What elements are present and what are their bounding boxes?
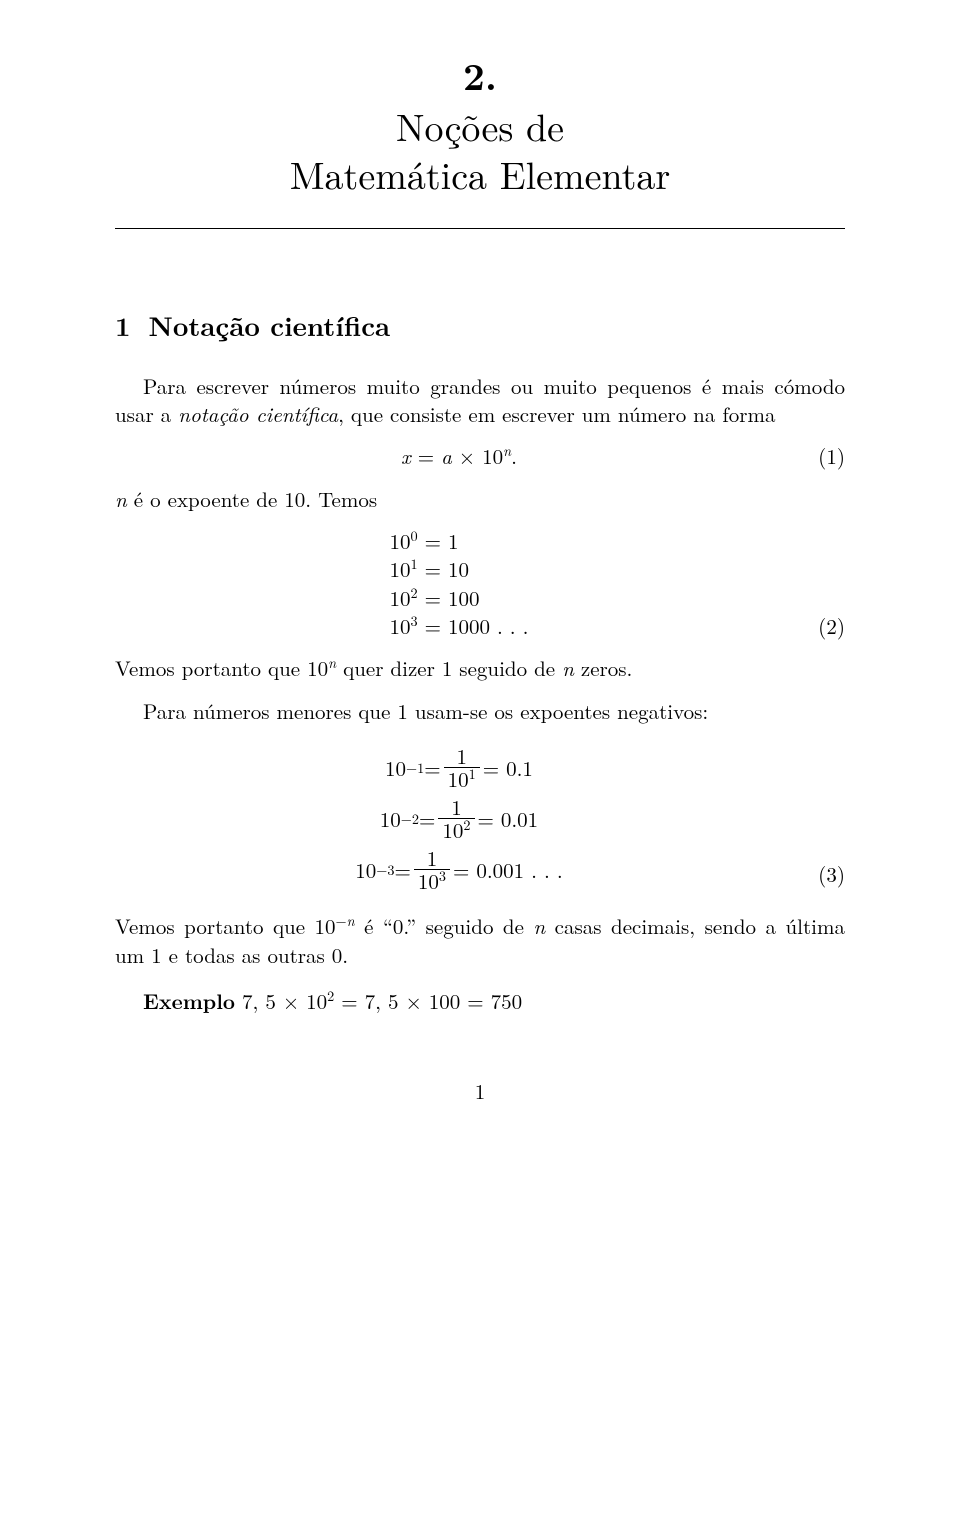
math-op: = <box>424 754 440 782</box>
math-text: 10 <box>418 866 439 896</box>
fraction: 1 101 <box>444 745 480 790</box>
math-text: 10 <box>390 611 411 641</box>
text: é o expoente de 10. Temos <box>127 484 377 514</box>
paragraph: Vemos portanto que 10n quer dizer 1 segu… <box>115 654 845 682</box>
equation-tag: (2) <box>803 612 845 640</box>
math-text: 10 <box>390 583 411 613</box>
math-var: x <box>401 441 411 471</box>
text: quer dizer 1 seguido de <box>336 653 562 683</box>
paragraph: n é o expoente de 10. Temos <box>115 485 845 513</box>
equation-line: 102 = 100 <box>390 584 529 612</box>
page-number: 1 <box>115 1077 845 1105</box>
equation-tag: (1) <box>803 442 845 470</box>
math-exp: 3 <box>411 611 418 631</box>
math-text: 10 <box>390 526 411 556</box>
math-text: 10 <box>390 554 411 584</box>
equation-body: x = a × 10n. <box>115 442 803 470</box>
math-text: 10 <box>442 815 463 845</box>
chapter-number: 2. <box>115 50 845 101</box>
math-op: = <box>419 805 435 833</box>
section-heading: 1 Notação científica <box>115 307 845 343</box>
example-label: Exemplo <box>143 986 235 1016</box>
equation: x = a × 10n. (1) <box>115 442 845 470</box>
paragraph: Para escrever números muito grandes ou m… <box>115 372 845 429</box>
equation-line: 10−2 = 1 102 = 0.01 <box>355 796 562 841</box>
paragraph: Vemos portanto que 10−n é “0.” seguido d… <box>115 912 845 969</box>
math-exp: 2 <box>411 583 418 603</box>
math-exp: 1 <box>469 764 476 784</box>
text: Vemos portanto que 10 <box>115 911 336 941</box>
math-text: = 0.001 . . . <box>453 856 563 884</box>
equation-line: 101 = 10 <box>390 555 529 583</box>
math-op: = <box>411 441 441 471</box>
text: é “0.” seguido de <box>355 911 534 941</box>
math-text: . <box>511 441 517 471</box>
math-text: = 10 <box>418 554 469 584</box>
math-exp: 1 <box>411 554 418 574</box>
math-text: 7, 5 × 10 <box>235 986 327 1016</box>
section-number: 1 <box>115 307 131 343</box>
math-text: = 0.1 <box>483 754 533 782</box>
math-var: n <box>347 911 355 931</box>
title-rule <box>115 228 845 229</box>
section-title: Notação científica <box>149 305 391 344</box>
math-exp: n <box>503 441 511 461</box>
chapter-title: Noções de Matemática Elementar <box>115 103 845 198</box>
fraction-den: 103 <box>414 869 450 892</box>
math-text: 10 <box>380 805 401 833</box>
math-exp: 2 <box>463 815 470 835</box>
math-op: = <box>395 856 411 884</box>
equation-line: 100 = 1 <box>390 527 529 555</box>
math-var: a <box>441 441 452 471</box>
fraction-den: 102 <box>438 818 474 841</box>
math-exp: −n <box>336 911 355 931</box>
math-text: − <box>336 911 347 931</box>
math-text: = 1 <box>418 526 459 556</box>
fraction: 1 102 <box>438 796 474 841</box>
fraction: 1 103 <box>414 847 450 892</box>
fraction-den: 101 <box>444 767 480 790</box>
math-text: 10 <box>355 856 376 884</box>
paragraph: Para números menores que 1 usam-se os ex… <box>115 697 845 725</box>
equation-block: 100 = 1 101 = 10 102 = 100 103 = 1000 . … <box>115 527 845 640</box>
math-text: × 10 <box>452 441 503 471</box>
math-text: 10 <box>385 754 406 782</box>
text: Vemos portanto que 10 <box>115 653 328 683</box>
math-text: = 7, 5 × 100 = 750 <box>334 986 522 1016</box>
equation-block: 10−1 = 1 101 = 0.1 10−2 = 1 102 = 0.01 1… <box>115 739 845 898</box>
math-var: n <box>562 653 574 683</box>
math-exp: 0 <box>411 526 418 546</box>
emph-term: notação científica <box>178 399 338 429</box>
math-var: n <box>115 484 127 514</box>
equation-line: 10−1 = 1 101 = 0.1 <box>355 745 562 790</box>
example: Exemplo 7, 5 × 102 = 7, 5 × 100 = 750 <box>115 987 845 1015</box>
math-text: = 1000 . . . <box>418 611 529 641</box>
equation-body: 10−1 = 1 101 = 0.1 10−2 = 1 102 = 0.01 1… <box>115 739 803 898</box>
equation-line: 10−3 = 1 103 = 0.001 . . . <box>355 847 562 892</box>
math-text: = 100 <box>418 583 480 613</box>
chapter-title-line1: Noções de <box>396 99 564 153</box>
text: Para números menores que 1 usam-se os ex… <box>143 696 708 726</box>
math-text: = 0.01 <box>478 805 539 833</box>
equation-body: 100 = 1 101 = 10 102 = 100 103 = 1000 . … <box>115 527 803 640</box>
text: zeros. <box>574 653 633 683</box>
math-var: n <box>533 911 545 941</box>
text: , que consiste em escrever um número na … <box>338 399 775 429</box>
chapter-title-line2: Matemática Elementar <box>290 147 671 201</box>
math-exp: n <box>328 653 336 673</box>
math-exp: 3 <box>439 866 446 886</box>
equation-tag: (3) <box>803 860 845 898</box>
math-text: 10 <box>448 764 469 794</box>
equation-line: 103 = 1000 . . . <box>390 612 529 640</box>
